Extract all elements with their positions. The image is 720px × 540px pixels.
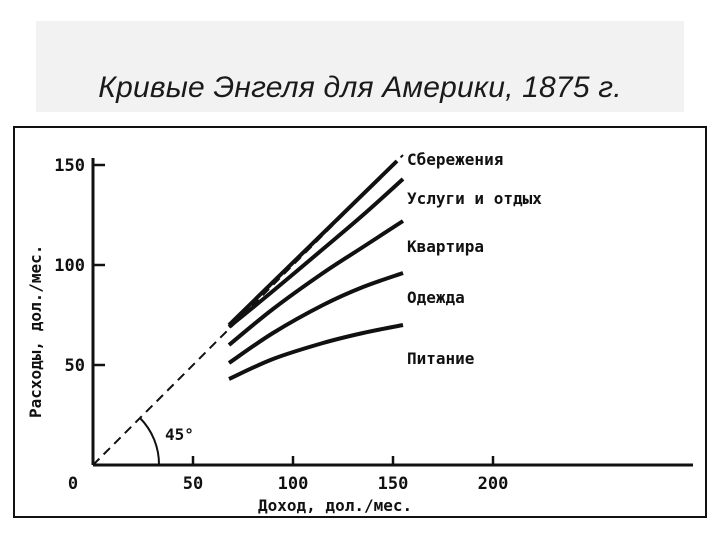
- y-tick-label: 50: [65, 356, 85, 376]
- angle-arc: [139, 417, 161, 466]
- series-label: Услуги и отдых: [407, 189, 542, 208]
- engel-curves-chart: 0 50 100 150 200 50 100 150 Сбережения Услуги и …: [26, 150, 693, 515]
- series-line: [228, 323, 404, 381]
- y-tick-label: 150: [54, 156, 85, 176]
- series-line: [227, 159, 399, 327]
- slide-title: Кривые Энгеля для Америки, 1875 г.: [98, 71, 622, 104]
- title-band: Кривые Энгеля для Америки, 1875 г.: [36, 21, 684, 112]
- chart-frame: 0 50 100 150 200 50 100 150 Сбережения Услуги и …: [13, 126, 707, 518]
- x-tick-label: 150: [378, 474, 409, 494]
- x-tick-label: 0: [68, 474, 78, 494]
- series-label: Сбережения: [407, 150, 503, 169]
- series-label: Одежда: [407, 288, 465, 307]
- x-tick-label: 200: [478, 474, 509, 494]
- series-line: [227, 271, 404, 365]
- angle-label: 45°: [165, 425, 194, 444]
- y-axis-label: Расходы, дол./мес.: [26, 245, 45, 418]
- series-line: [227, 219, 405, 347]
- series-label: Квартира: [407, 237, 484, 256]
- series-line: [227, 177, 405, 329]
- series-label: Питание: [407, 349, 474, 368]
- x-tick-label: 50: [183, 474, 203, 494]
- x-tick-label: 100: [278, 474, 309, 494]
- x-axis-label: Доход, дол./мес.: [258, 496, 412, 515]
- y-tick-label: 100: [54, 256, 85, 276]
